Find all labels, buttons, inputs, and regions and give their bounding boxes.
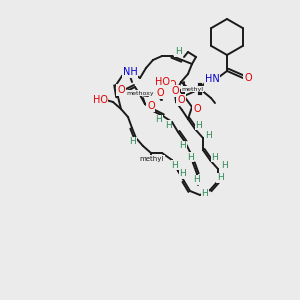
Text: O: O — [177, 95, 185, 105]
Text: H: H — [175, 47, 182, 56]
Text: H: H — [196, 121, 202, 130]
Text: H: H — [194, 176, 200, 184]
Text: HO: HO — [92, 95, 107, 105]
Text: O: O — [117, 85, 125, 95]
Text: H: H — [205, 130, 212, 140]
Text: O: O — [193, 104, 201, 114]
Text: methyl: methyl — [140, 156, 164, 162]
Text: H: H — [172, 160, 178, 169]
Text: H: H — [217, 173, 224, 182]
Text: O: O — [168, 80, 176, 90]
Text: H: H — [180, 142, 186, 151]
Text: H: H — [180, 169, 186, 178]
Text: O: O — [244, 73, 252, 83]
Text: H: H — [202, 188, 208, 197]
Text: H: H — [130, 137, 136, 146]
Text: H: H — [165, 121, 171, 130]
Text: H: H — [156, 116, 162, 124]
Text: H: H — [187, 152, 194, 161]
Text: methyl: methyl — [181, 86, 203, 92]
Text: O: O — [147, 101, 154, 111]
Text: H: H — [212, 152, 218, 161]
Text: HO: HO — [155, 77, 170, 87]
Text: O: O — [171, 86, 179, 96]
Text: NH: NH — [123, 67, 137, 77]
Text: H: H — [220, 161, 227, 170]
Text: O: O — [156, 88, 164, 98]
Text: methoxy: methoxy — [126, 91, 154, 95]
Text: HN: HN — [205, 74, 219, 84]
